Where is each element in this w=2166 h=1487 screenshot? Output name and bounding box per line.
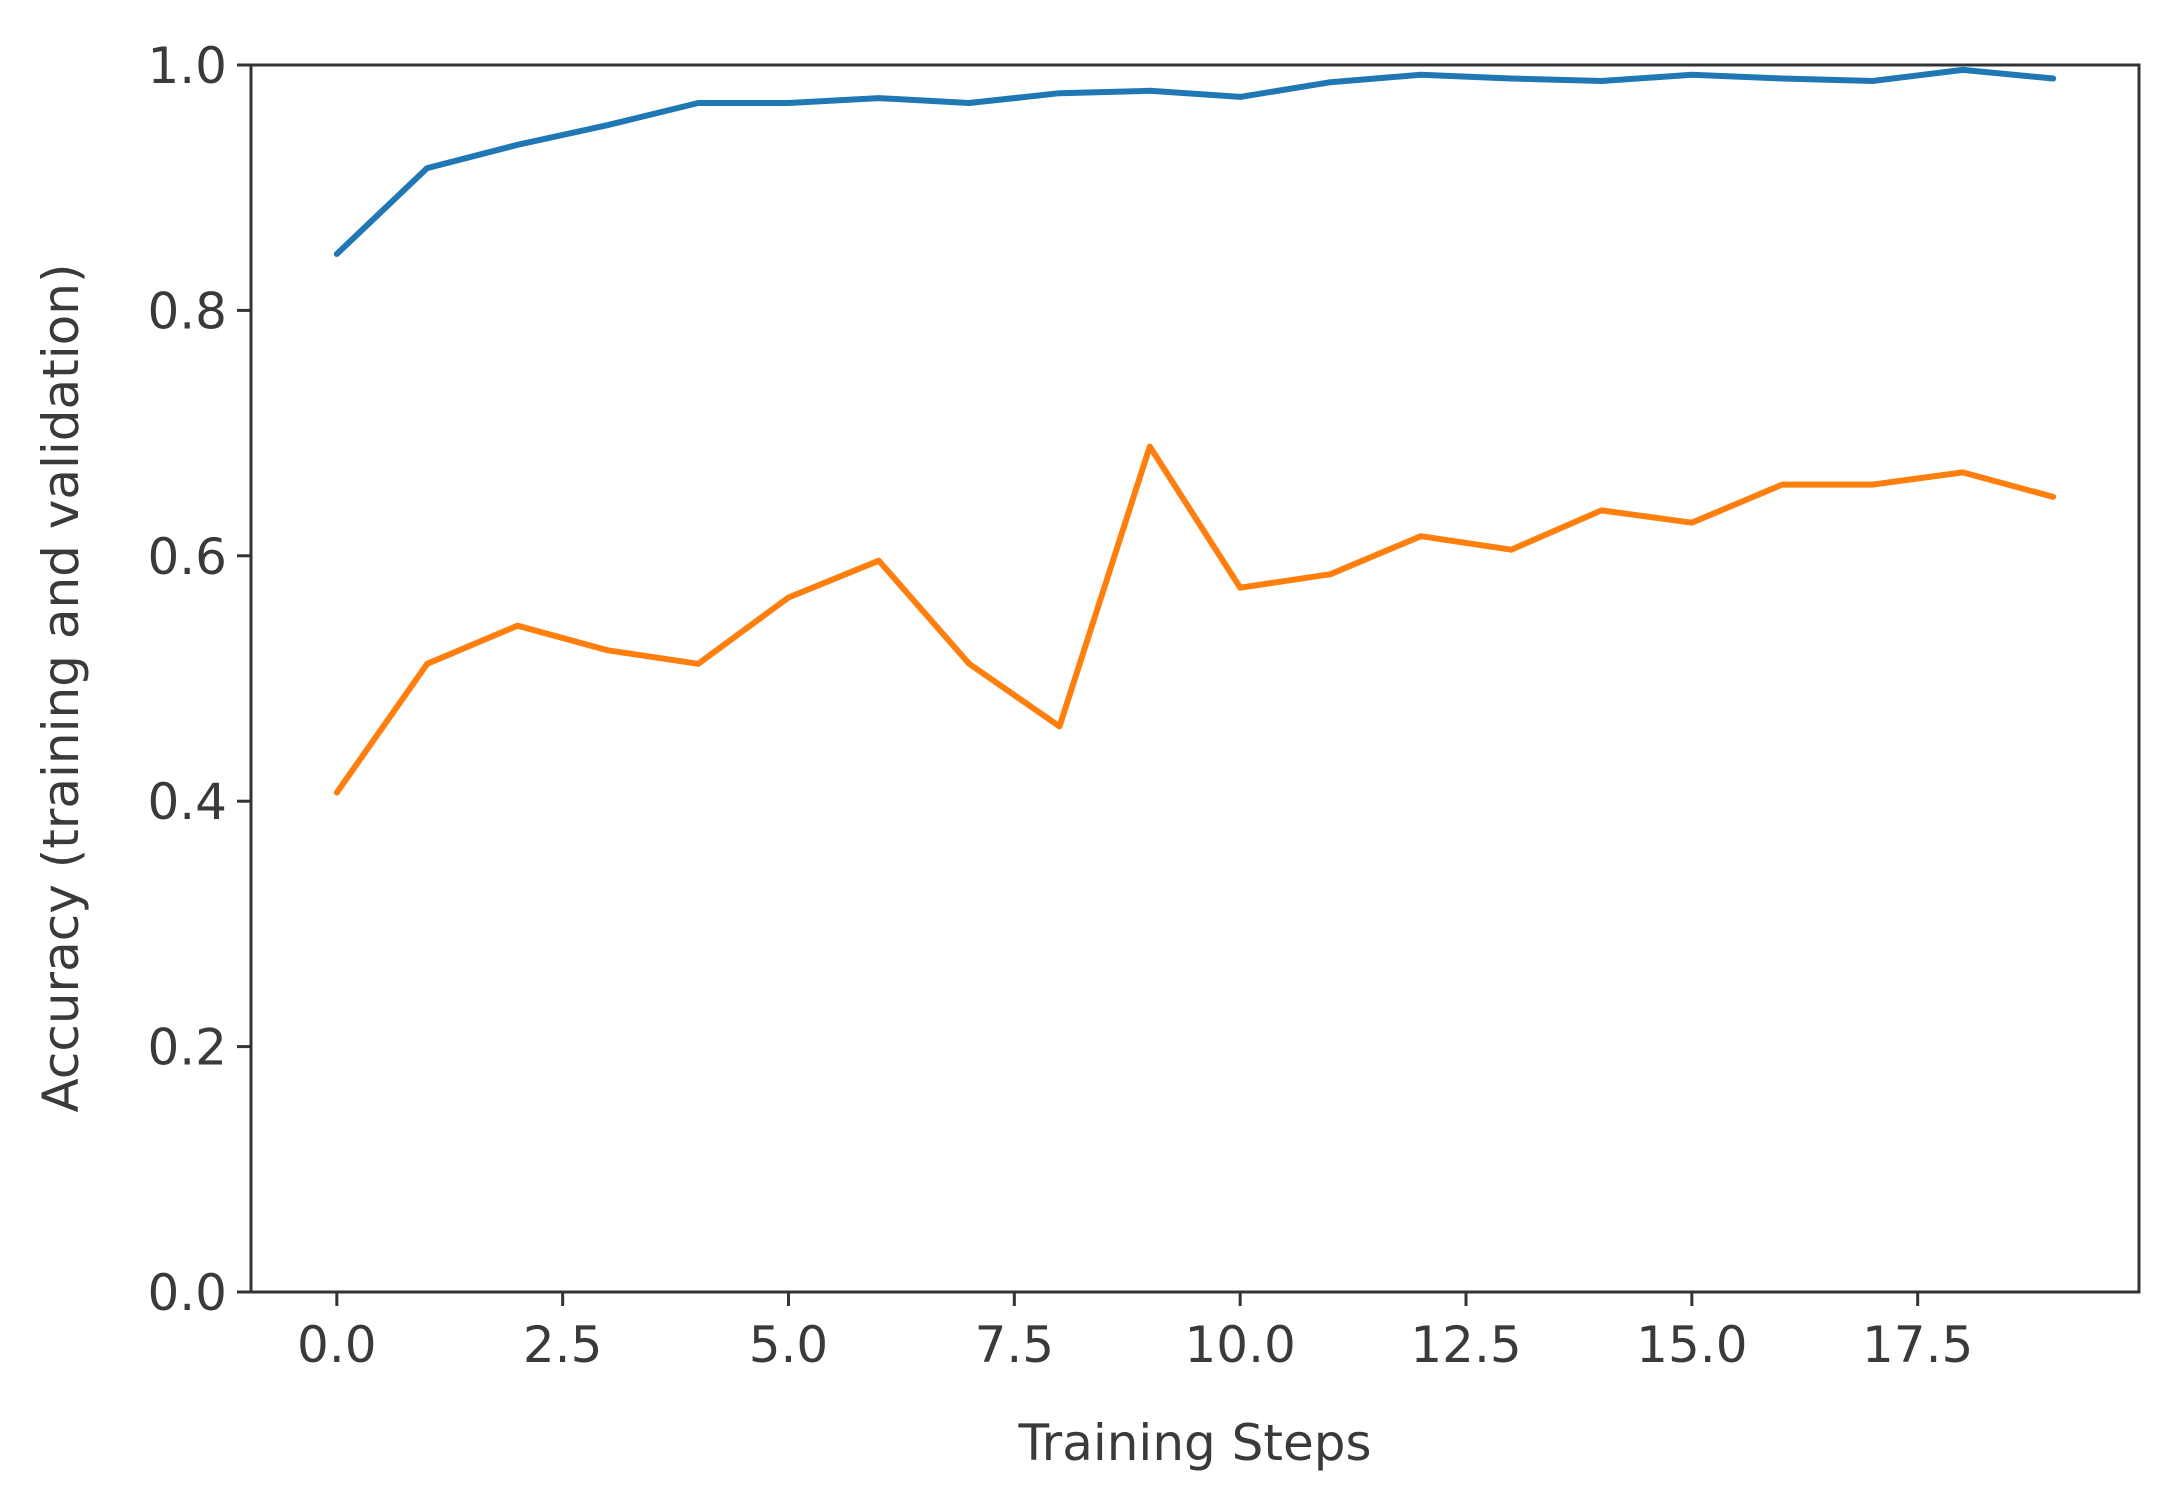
y-tick-label: 0.2	[147, 1019, 227, 1077]
series-1-point	[2050, 494, 2056, 500]
y-tick-label: 0.4	[147, 773, 227, 831]
series-0-point	[334, 251, 340, 257]
plot-frame	[249, 63, 2141, 1294]
x-tick-label: 2.5	[523, 1316, 603, 1374]
series-layer	[333, 66, 2057, 796]
x-tick-label: 17.5	[1862, 1316, 1973, 1374]
series-0-point	[876, 95, 882, 101]
x-tick-label: 10.0	[1185, 1316, 1296, 1374]
x-tick-label: 5.0	[749, 1316, 829, 1374]
series-0-point	[786, 100, 792, 106]
series-0-line	[333, 66, 2057, 257]
series-0-point	[1328, 79, 1334, 85]
series-0-point	[966, 100, 972, 106]
x-axis-ticks: 0.0 2.5 5.0 7.5 10.0 12.5 15.0 17.5	[297, 1292, 1973, 1374]
series-0-point	[1418, 72, 1424, 78]
x-tick-label: 0.0	[297, 1316, 377, 1374]
series-0-point	[605, 122, 611, 128]
series-1-point	[1147, 444, 1153, 450]
series-0-point	[1057, 90, 1063, 96]
series-1-point	[424, 661, 430, 667]
series-1-point	[1057, 723, 1063, 729]
series-0-point	[1779, 76, 1785, 82]
series-0-point	[1689, 72, 1695, 78]
series-1-point	[876, 558, 882, 564]
series-1-point	[1599, 507, 1605, 513]
series-1-point	[695, 661, 701, 667]
series-1-point	[966, 661, 972, 667]
series-0-point	[695, 100, 701, 106]
y-axis-label: Accuracy (training and validation)	[32, 264, 90, 1113]
series-1-point	[1779, 482, 1785, 488]
x-tick-label: 12.5	[1410, 1316, 1521, 1374]
x-tick-label: 15.0	[1636, 1316, 1747, 1374]
series-1-point	[1689, 520, 1695, 526]
series-1-point	[1960, 469, 1966, 475]
y-tick-label: 1.0	[147, 37, 227, 95]
y-tick-label: 0.0	[147, 1264, 227, 1322]
series-0-point	[1508, 76, 1514, 82]
y-tick-label: 0.6	[147, 528, 227, 586]
series-0-point	[2050, 76, 2056, 82]
series-1-point	[1870, 482, 1876, 488]
series-1-line	[333, 443, 2057, 796]
series-1-point	[1418, 533, 1424, 539]
series-0-point	[424, 165, 430, 171]
series-1-point	[515, 623, 521, 629]
series-0-point	[1960, 67, 1966, 73]
series-1-point	[1508, 547, 1514, 553]
series-1-point	[1328, 571, 1334, 577]
series-0-point	[1870, 78, 1876, 84]
x-axis-label: Training Steps	[1017, 1414, 1371, 1472]
x-tick-label: 7.5	[975, 1316, 1055, 1374]
series-0-point	[515, 142, 521, 148]
series-1-point	[334, 790, 340, 796]
series-1-point	[605, 647, 611, 653]
series-1-point	[786, 595, 792, 601]
series-0-point	[1599, 78, 1605, 84]
y-tick-label: 0.8	[147, 282, 227, 340]
series-0-point	[1237, 94, 1243, 100]
y-axis-ticks: 0.0 0.2 0.4 0.6 0.8 1.0	[147, 37, 251, 1322]
series-0-point	[1147, 88, 1153, 94]
series-1-point	[1237, 585, 1243, 591]
